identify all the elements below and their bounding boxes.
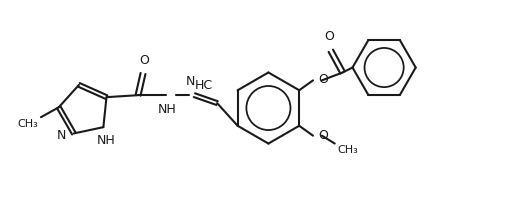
Text: O: O [139, 54, 149, 66]
Text: N: N [186, 75, 195, 88]
Text: HC: HC [195, 79, 213, 92]
Text: O: O [318, 73, 328, 86]
Text: CH₃: CH₃ [338, 145, 359, 155]
Text: O: O [318, 129, 328, 142]
Text: NH: NH [97, 134, 116, 147]
Text: CH₃: CH₃ [17, 119, 38, 129]
Text: NH: NH [157, 103, 176, 116]
Text: O: O [324, 30, 334, 43]
Text: N: N [56, 129, 66, 142]
